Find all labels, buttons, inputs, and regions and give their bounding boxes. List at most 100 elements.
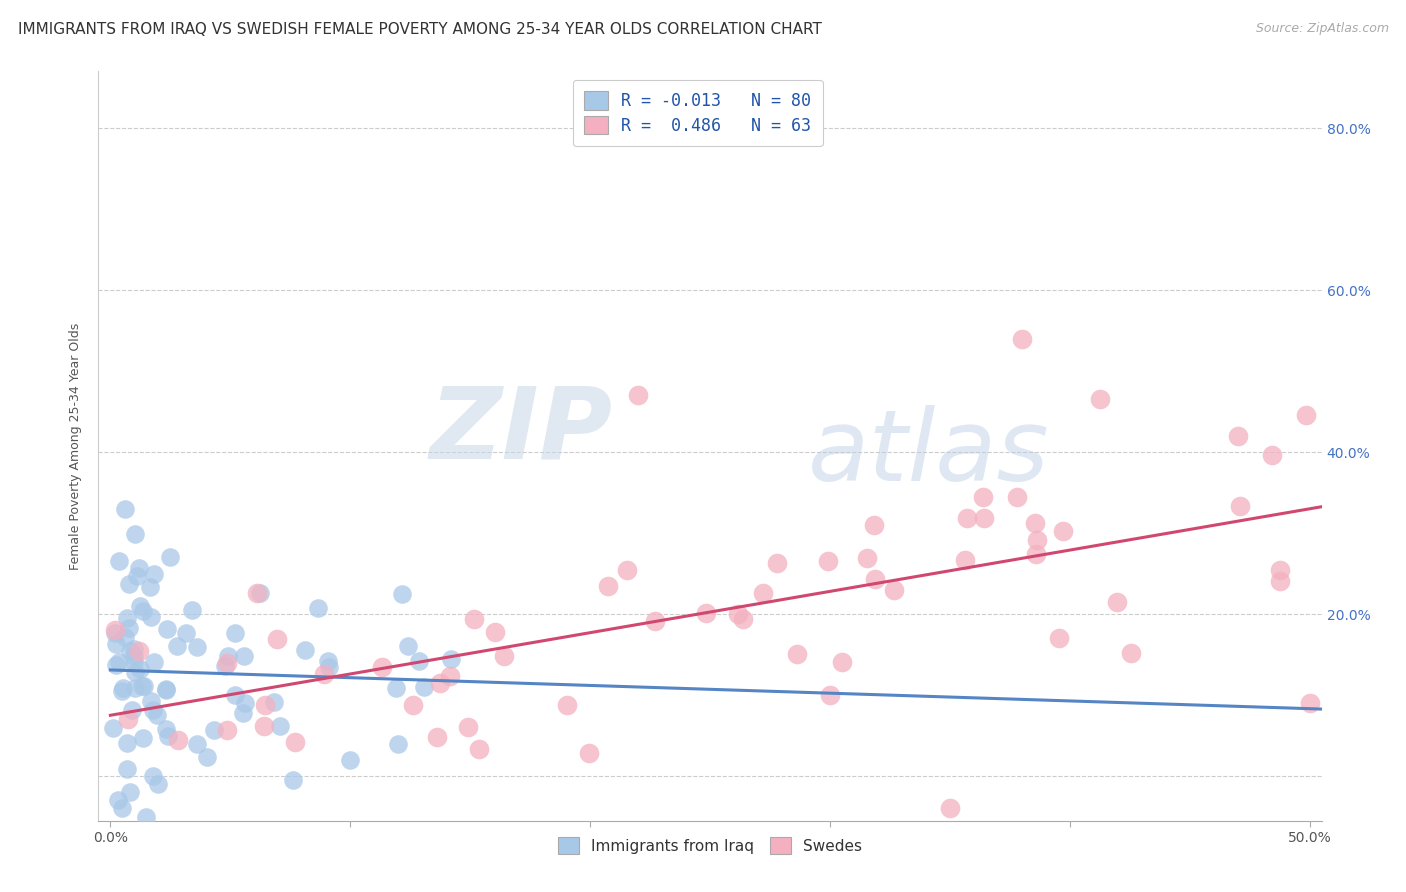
Point [463, 612, 485, 626]
Point [316, 654, 339, 668]
Point [1088, 392, 1111, 407]
Point [484, 625, 506, 640]
Point [266, 632, 288, 647]
Point [1105, 595, 1128, 609]
Point [1268, 574, 1291, 588]
Point [1025, 547, 1047, 561]
Point [117, 712, 139, 726]
Point [555, 698, 578, 713]
Point [131, 679, 153, 693]
Point [195, 750, 218, 764]
Point [215, 656, 238, 670]
Point [862, 518, 884, 533]
Point [644, 614, 666, 628]
Point [384, 681, 406, 696]
Text: Source: ZipAtlas.com: Source: ZipAtlas.com [1256, 22, 1389, 36]
Point [391, 587, 413, 601]
Point [124, 681, 146, 695]
Point [253, 719, 276, 733]
Point [104, 638, 127, 652]
Point [134, 679, 156, 693]
Point [104, 657, 127, 672]
Point [174, 625, 197, 640]
Point [132, 731, 155, 745]
Point [108, 554, 131, 568]
Point [254, 698, 277, 712]
Point [128, 644, 150, 658]
Point [1261, 448, 1284, 462]
Point [596, 579, 619, 593]
Point [166, 733, 188, 747]
Point [232, 648, 254, 663]
Point [114, 501, 136, 516]
Point [956, 511, 979, 525]
Point [440, 652, 463, 666]
Point [124, 665, 146, 680]
Point [146, 707, 169, 722]
Point [1270, 563, 1292, 577]
Point [1229, 499, 1251, 513]
Legend: Immigrants from Iraq, Swedes: Immigrants from Iraq, Swedes [550, 830, 870, 862]
Point [1005, 491, 1028, 505]
Point [1011, 332, 1033, 346]
Point [831, 655, 853, 669]
Point [973, 511, 995, 525]
Point [1298, 696, 1320, 710]
Point [249, 586, 271, 600]
Point [396, 640, 419, 654]
Point [408, 654, 430, 668]
Point [1226, 429, 1249, 443]
Point [118, 644, 141, 658]
Point [159, 550, 181, 565]
Point [1024, 516, 1046, 530]
Point [117, 736, 139, 750]
Point [139, 580, 162, 594]
Point [142, 655, 165, 669]
Point [429, 676, 451, 690]
Point [1052, 524, 1074, 539]
Point [107, 793, 129, 807]
Point [224, 689, 246, 703]
Point [117, 576, 139, 591]
Point [818, 688, 841, 702]
Point [142, 566, 165, 581]
Text: ZIP: ZIP [429, 383, 612, 480]
Point [457, 720, 479, 734]
Point [972, 490, 994, 504]
Point [695, 606, 717, 620]
Point [101, 721, 124, 735]
Point [115, 611, 138, 625]
Point [752, 586, 775, 600]
Point [217, 648, 239, 663]
Y-axis label: Female Poverty Among 25-34 Year Olds: Female Poverty Among 25-34 Year Olds [69, 322, 83, 570]
Point [141, 693, 163, 707]
Point [128, 561, 150, 575]
Point [494, 648, 516, 663]
Point [214, 658, 236, 673]
Text: atlas: atlas [808, 405, 1049, 502]
Point [468, 741, 491, 756]
Point [578, 747, 600, 761]
Point [142, 703, 165, 717]
Text: IMMIGRANTS FROM IRAQ VS SWEDISH FEMALE POVERTY AMONG 25-34 YEAR OLDS CORRELATION: IMMIGRANTS FROM IRAQ VS SWEDISH FEMALE P… [18, 22, 823, 37]
Point [246, 586, 269, 600]
Point [817, 554, 839, 568]
Point [114, 630, 136, 644]
Point [121, 703, 143, 717]
Point [157, 729, 180, 743]
Point [339, 753, 361, 767]
Point [402, 698, 425, 713]
Point [283, 773, 305, 788]
Point [107, 655, 129, 669]
Point [616, 563, 638, 577]
Point [312, 667, 335, 681]
Point [765, 556, 787, 570]
Point [425, 730, 447, 744]
Point [124, 641, 146, 656]
Point [883, 582, 905, 597]
Point [148, 777, 170, 791]
Point [232, 706, 254, 720]
Point [117, 621, 139, 635]
Point [318, 660, 340, 674]
Point [156, 622, 179, 636]
